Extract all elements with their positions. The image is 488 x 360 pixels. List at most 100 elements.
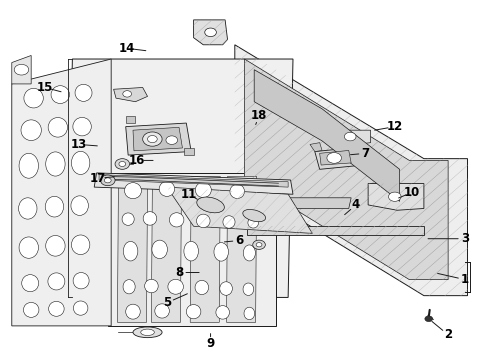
Circle shape — [101, 175, 115, 186]
Text: 10: 10 — [403, 186, 419, 199]
Polygon shape — [244, 59, 447, 280]
Polygon shape — [12, 59, 111, 326]
Polygon shape — [226, 176, 256, 322]
Text: 8: 8 — [175, 266, 183, 279]
Polygon shape — [125, 123, 191, 155]
Ellipse shape — [229, 184, 244, 198]
Circle shape — [115, 159, 129, 169]
Text: 11: 11 — [180, 188, 197, 201]
Ellipse shape — [19, 237, 39, 258]
Ellipse shape — [45, 152, 65, 176]
Polygon shape — [193, 20, 227, 45]
Ellipse shape — [23, 302, 39, 318]
Polygon shape — [309, 143, 322, 152]
Text: 5: 5 — [163, 296, 171, 309]
Polygon shape — [133, 127, 182, 151]
Ellipse shape — [155, 304, 169, 318]
Ellipse shape — [125, 304, 140, 319]
Text: 7: 7 — [361, 147, 369, 160]
Ellipse shape — [21, 275, 39, 292]
Circle shape — [424, 316, 432, 321]
Ellipse shape — [196, 214, 210, 228]
Ellipse shape — [123, 280, 135, 294]
Ellipse shape — [183, 242, 198, 261]
Ellipse shape — [169, 213, 183, 227]
Text: 13: 13 — [70, 138, 87, 151]
Ellipse shape — [122, 213, 134, 225]
Polygon shape — [12, 55, 31, 84]
Ellipse shape — [244, 307, 254, 320]
Ellipse shape — [243, 210, 265, 222]
Circle shape — [104, 178, 111, 183]
Polygon shape — [234, 45, 467, 296]
Ellipse shape — [75, 84, 92, 102]
Polygon shape — [254, 70, 399, 201]
Ellipse shape — [123, 242, 138, 261]
Ellipse shape — [219, 282, 232, 295]
Ellipse shape — [133, 327, 162, 338]
Text: 9: 9 — [206, 337, 214, 350]
Polygon shape — [183, 148, 193, 155]
Ellipse shape — [71, 235, 90, 255]
Ellipse shape — [243, 245, 255, 261]
Ellipse shape — [45, 235, 65, 256]
Polygon shape — [151, 176, 181, 322]
Text: 2: 2 — [443, 328, 451, 341]
Polygon shape — [190, 176, 220, 322]
Circle shape — [256, 243, 262, 247]
Circle shape — [142, 132, 162, 146]
Ellipse shape — [21, 120, 41, 140]
Ellipse shape — [143, 212, 157, 225]
Ellipse shape — [124, 183, 141, 199]
Text: 3: 3 — [460, 232, 468, 245]
Polygon shape — [107, 173, 275, 326]
Ellipse shape — [186, 305, 201, 319]
Ellipse shape — [71, 151, 90, 175]
Polygon shape — [367, 184, 423, 210]
Ellipse shape — [247, 217, 258, 228]
Ellipse shape — [73, 117, 91, 136]
Polygon shape — [117, 176, 147, 322]
Polygon shape — [166, 187, 312, 233]
Ellipse shape — [195, 182, 211, 198]
Text: 15: 15 — [37, 81, 53, 94]
Circle shape — [165, 136, 177, 144]
Ellipse shape — [48, 273, 65, 290]
Ellipse shape — [19, 198, 37, 219]
Polygon shape — [314, 148, 355, 169]
Ellipse shape — [214, 243, 228, 261]
Circle shape — [387, 192, 400, 201]
Ellipse shape — [223, 216, 235, 228]
Ellipse shape — [73, 301, 88, 315]
Ellipse shape — [141, 329, 154, 336]
Circle shape — [252, 240, 265, 249]
Polygon shape — [113, 87, 147, 102]
Ellipse shape — [73, 273, 89, 289]
Text: 1: 1 — [460, 273, 468, 286]
Ellipse shape — [216, 306, 229, 319]
Text: 6: 6 — [235, 234, 244, 247]
Ellipse shape — [159, 181, 174, 196]
Polygon shape — [67, 59, 292, 297]
Ellipse shape — [243, 283, 253, 296]
Ellipse shape — [24, 88, 43, 108]
Polygon shape — [94, 173, 292, 194]
Ellipse shape — [144, 279, 158, 293]
Polygon shape — [125, 116, 135, 123]
Ellipse shape — [152, 240, 167, 258]
Polygon shape — [319, 150, 350, 165]
Ellipse shape — [51, 86, 69, 103]
Text: 16: 16 — [128, 154, 145, 167]
Polygon shape — [264, 198, 350, 208]
Circle shape — [119, 162, 125, 166]
Circle shape — [204, 28, 216, 37]
Ellipse shape — [48, 301, 64, 316]
Ellipse shape — [167, 279, 183, 294]
Circle shape — [344, 132, 355, 141]
Ellipse shape — [196, 197, 224, 213]
Circle shape — [122, 91, 131, 97]
Ellipse shape — [19, 153, 39, 178]
Circle shape — [147, 135, 157, 143]
Polygon shape — [99, 175, 287, 187]
Polygon shape — [331, 130, 370, 145]
